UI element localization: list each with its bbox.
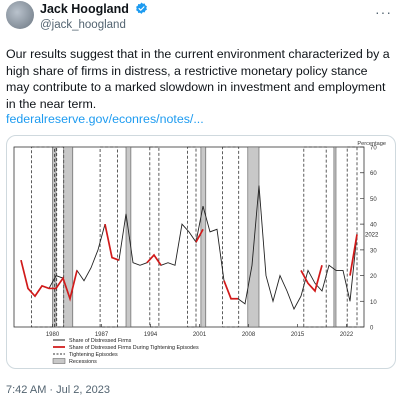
- author-avatar[interactable]: [6, 1, 34, 29]
- x-tick-label: 2015: [291, 332, 305, 338]
- series-line-tightening: [146, 253, 162, 266]
- tweet-timestamp[interactable]: 7:42 AM · Jul 2, 2023: [6, 384, 110, 396]
- series-line-tightening: [104, 223, 120, 261]
- x-tick-label: 1980: [46, 332, 60, 338]
- y-axis-title: Percentage: [357, 141, 386, 147]
- tightening-band: [222, 146, 240, 328]
- recession-band: [63, 146, 74, 328]
- series-line-tightening: [20, 259, 78, 302]
- y-tick-label: 60: [370, 171, 377, 177]
- series-line-tightening: [223, 280, 238, 300]
- tightening-band: [56, 146, 65, 328]
- y-tick-label: 10: [370, 300, 377, 306]
- author-name-text[interactable]: Jack Hoogland: [40, 2, 129, 16]
- author-handle[interactable]: @jack_hoogland: [40, 19, 126, 31]
- y-tick-label: 70: [370, 146, 377, 152]
- more-icon[interactable]: ···: [375, 4, 392, 20]
- y-tick-label: 40: [370, 223, 377, 229]
- recession-band: [200, 146, 207, 328]
- y-tick-label: 30: [370, 248, 377, 254]
- chart-image[interactable]: 0 10 20 30 40 50 60 70 Percentage 1980 1987 1994 200…: [6, 135, 396, 369]
- legend-label: Share of Distressed Firms During Tighten…: [69, 345, 199, 351]
- series-line-tightening: [349, 234, 358, 276]
- recession-band: [333, 146, 337, 328]
- y-tick-label: 20: [370, 274, 377, 280]
- tweet-link[interactable]: federalreserve.gov/econres/notes/...: [6, 112, 204, 126]
- recession-band: [125, 146, 132, 328]
- series-line-tightening: [300, 265, 323, 293]
- tightening-band: [187, 146, 197, 328]
- x-tick-label: 2001: [193, 332, 207, 338]
- x-tick-label: 2022: [340, 332, 354, 338]
- recession-band: [247, 146, 260, 328]
- tightening-band: [303, 146, 327, 328]
- x-tick-label: 1994: [144, 332, 158, 338]
- legend-label: Tightening Episodes: [69, 352, 118, 358]
- legend-label: Recessions: [69, 359, 97, 365]
- tweet-text: Our results suggest that in the current …: [6, 47, 390, 111]
- verified-badge-icon: [135, 2, 148, 18]
- x-tick-label: 1987: [95, 332, 109, 338]
- tightening-band: [31, 146, 56, 328]
- series-line-tightening: [195, 228, 204, 243]
- author-name[interactable]: Jack Hoogland: [40, 2, 148, 18]
- legend-swatch-recessions: [52, 358, 66, 364]
- annotation-2022: 2022: [365, 232, 379, 238]
- tightening-band: [99, 146, 118, 328]
- legend-label: Share of Distressed Firms: [69, 338, 132, 344]
- x-tick-label: 2008: [242, 332, 256, 338]
- y-tick-label: 50: [370, 197, 377, 203]
- y-tick-label: 0: [370, 326, 374, 332]
